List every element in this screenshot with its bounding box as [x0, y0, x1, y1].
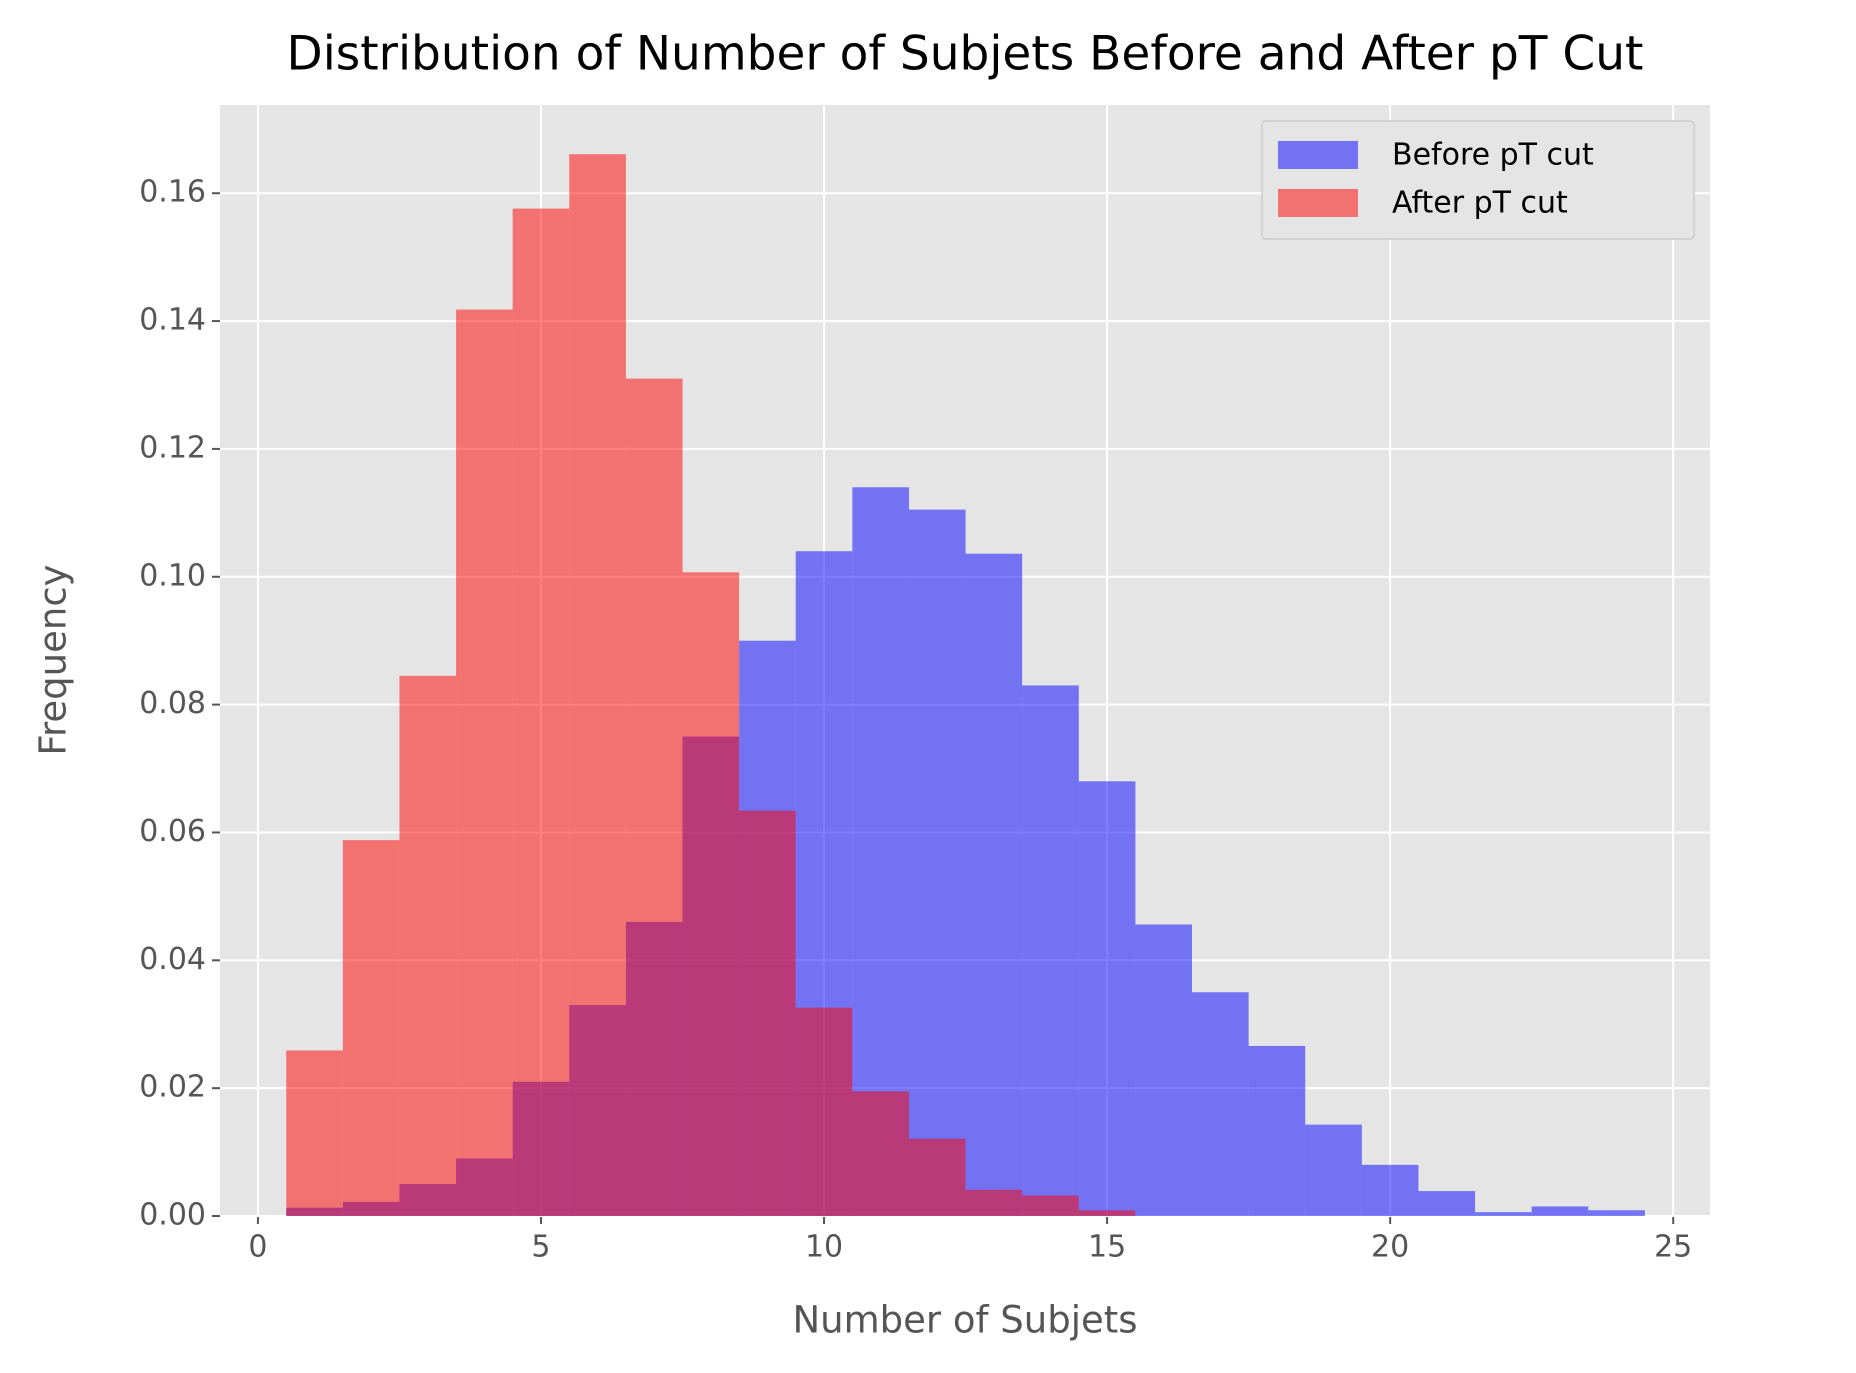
histogram-bar — [852, 1091, 909, 1216]
histogram-bar — [1418, 1191, 1476, 1216]
x-tick-label: 25 — [1654, 1230, 1692, 1265]
legend-swatch — [1278, 189, 1358, 217]
histogram-bar — [1305, 1124, 1362, 1216]
histogram-bar — [1248, 1045, 1306, 1216]
legend-box — [1261, 120, 1695, 240]
y-tick-label: 0.02 — [139, 1070, 206, 1105]
histogram-bar — [399, 675, 457, 1216]
chart-title: Distribution of Number of Subjets Before… — [287, 27, 1644, 82]
histogram-bar — [1531, 1206, 1589, 1216]
histogram-bar — [625, 378, 683, 1216]
x-tick-label: 20 — [1371, 1230, 1409, 1265]
y-tick-label: 0.16 — [139, 175, 206, 210]
x-tick-label: 10 — [805, 1230, 843, 1265]
histogram-bar — [965, 553, 1023, 1216]
histogram-bar — [569, 154, 626, 1216]
histogram-bar — [1022, 685, 1079, 1216]
y-tick-label: 0.06 — [139, 814, 206, 849]
histogram-bar — [682, 572, 740, 1216]
histogram-bar — [908, 1138, 966, 1216]
histogram-bar — [342, 840, 400, 1216]
x-tick-label: 5 — [531, 1230, 550, 1265]
histogram-bar — [1078, 1210, 1136, 1216]
histogram-bar — [456, 309, 513, 1216]
legend-label: After pT cut — [1392, 186, 1568, 221]
y-axis-label: Frequency — [32, 564, 75, 755]
legend-label: Before pT cut — [1392, 138, 1594, 173]
x-tick-label: 15 — [1088, 1230, 1126, 1265]
histogram-bar — [739, 810, 796, 1216]
histogram-bar — [1361, 1164, 1419, 1216]
histogram-bar — [1022, 1195, 1079, 1216]
histogram-bar — [965, 1189, 1023, 1216]
y-tick-label: 0.12 — [139, 430, 206, 465]
x-axis-label: Number of Subjets — [792, 1299, 1137, 1342]
histogram-bar — [1192, 992, 1249, 1216]
histogram-bar — [795, 1007, 853, 1216]
histogram-bar — [1078, 781, 1136, 1216]
histogram-bar — [512, 208, 570, 1217]
histogram-bar — [908, 509, 966, 1216]
histogram-bar — [1588, 1210, 1645, 1216]
legend-swatch — [1278, 141, 1358, 169]
y-tick-label: 0.14 — [139, 303, 206, 338]
y-tick-label: 0.04 — [139, 942, 206, 977]
legend: Before pT cut After pT cut — [1261, 120, 1695, 240]
y-tick-label: 0.08 — [139, 686, 206, 721]
y-tick-label: 0.10 — [139, 558, 206, 593]
histogram-bar — [1475, 1212, 1532, 1216]
histogram-bar — [1135, 924, 1193, 1216]
histogram-bar — [286, 1050, 343, 1216]
y-tick-label: 0.00 — [139, 1198, 206, 1233]
x-tick-label: 0 — [248, 1230, 267, 1265]
